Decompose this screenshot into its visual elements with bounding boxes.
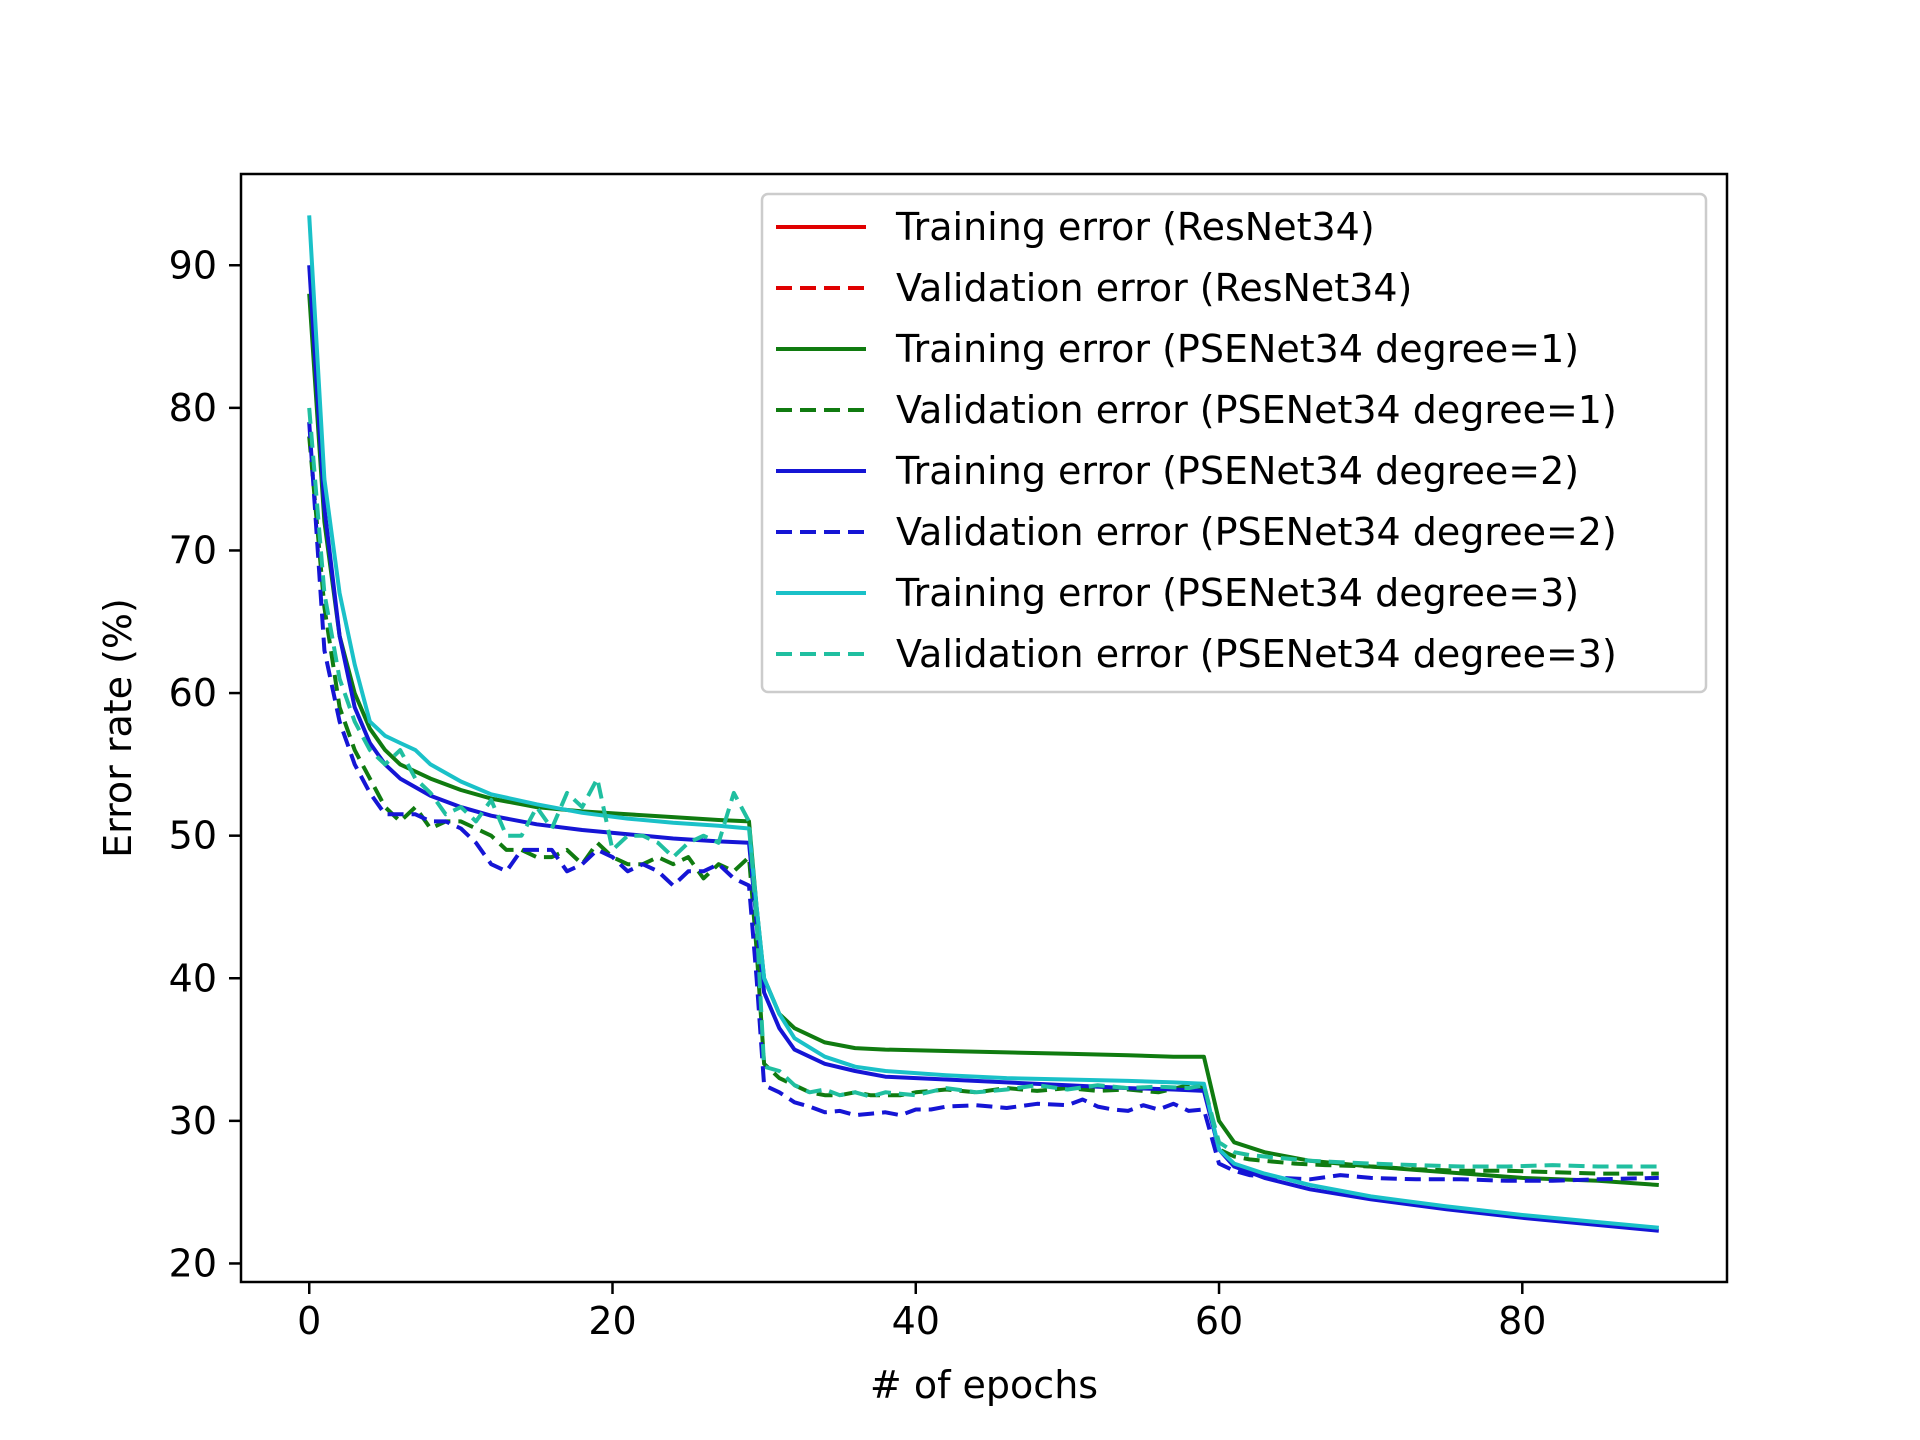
y-tick-label: 50 [169,814,217,858]
axes-frame [239,172,1729,1284]
legend-box [760,192,1708,694]
x-tick-label: 60 [1195,1299,1243,1343]
x-tick-label: 80 [1498,1299,1546,1343]
x-axis-label: # of epochs [870,1363,1098,1407]
y-tick-label: 80 [169,386,217,430]
y-tick-label: 40 [169,956,217,1000]
y-axis: 20 30 40 50 60 70 80 90 [169,243,241,1285]
legend-label-7: Training error (PSENet34 degree=3) [895,571,1579,615]
legend: Training error (ResNet34) Validation erro… [760,192,1708,694]
legend-label-1: Training error (ResNet34) [895,205,1375,249]
series-line-6 [307,421,1659,1183]
x-tick-label: 40 [892,1299,940,1343]
series-line-4 [307,436,1659,1176]
x-axis: 0 20 40 60 80 [297,1282,1546,1343]
legend-label-8: Validation error (PSENet34 degree=3) [896,632,1617,676]
y-tick-label: 60 [169,671,217,715]
series-line-3 [307,293,1659,1187]
plot-lines [307,215,1659,1233]
y-tick-label: 70 [169,528,217,572]
y-axis-label: Error rate (%) [96,598,140,858]
x-tick-label: 0 [297,1299,321,1343]
x-tick-label: 20 [588,1299,636,1343]
legend-label-3: Training error (PSENet34 degree=1) [895,327,1579,371]
series-line-7 [307,215,1659,1230]
y-tick-label: 20 [169,1241,217,1285]
series-line-8 [307,407,1659,1169]
legend-label-2: Validation error (ResNet34) [896,266,1412,310]
series-line-5 [307,265,1659,1233]
legend-label-5: Training error (PSENet34 degree=2) [895,449,1579,493]
legend-label-6: Validation error (PSENet34 degree=2) [896,510,1617,554]
y-tick-label: 30 [169,1099,217,1143]
legend-label-4: Validation error (PSENet34 degree=1) [896,388,1617,432]
y-tick-label: 90 [169,243,217,287]
